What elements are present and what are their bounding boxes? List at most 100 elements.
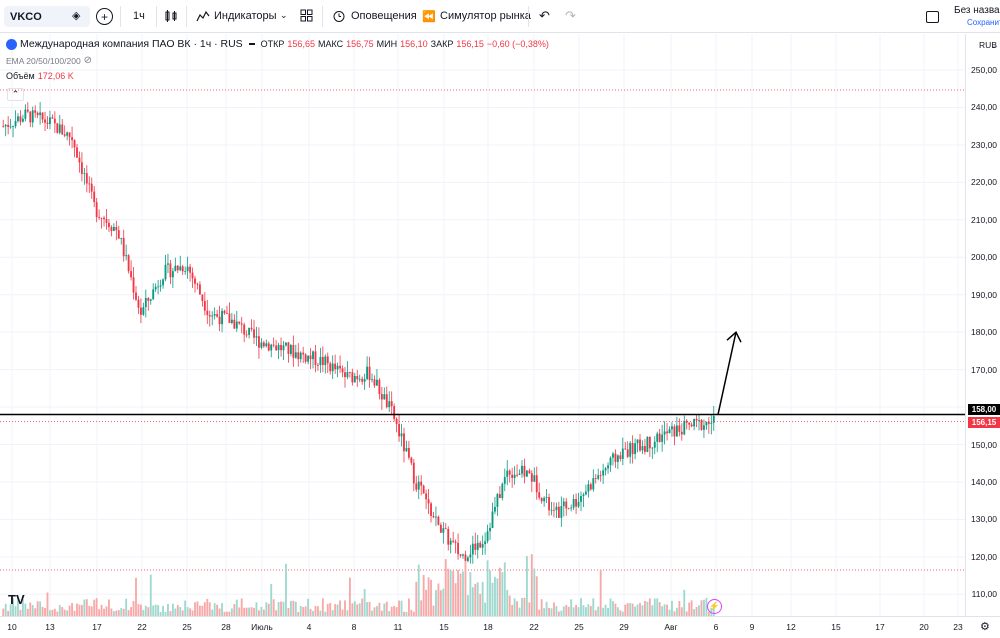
- volume-bar: [619, 610, 622, 616]
- price-chart[interactable]: [0, 34, 965, 616]
- layout-save-icon[interactable]: [926, 11, 939, 23]
- candle-body: [474, 543, 477, 550]
- chevron-down-icon[interactable]: ⌄: [991, 43, 997, 50]
- candle-body: [489, 527, 491, 532]
- candles-icon[interactable]: [164, 9, 178, 23]
- volume-bar: [216, 604, 219, 616]
- volume-bar: [226, 611, 228, 616]
- price-scale-label: 150,00: [971, 439, 997, 450]
- volume-bar: [167, 604, 169, 616]
- indicators-icon[interactable]: [196, 9, 210, 23]
- price-scale[interactable]: RUB ⌄ 250,00 240,00 230,00 220,00 210,00 200,…: [965, 34, 1000, 616]
- interval-button[interactable]: 1ч: [133, 10, 145, 22]
- volume-bar: [292, 600, 295, 616]
- volume-bar: [243, 607, 246, 616]
- volume-bar: [688, 602, 691, 616]
- volume-bar: [523, 597, 526, 616]
- volume-bar: [189, 608, 192, 616]
- volume-bar: [297, 611, 300, 616]
- candle-body: [680, 431, 683, 435]
- candle-body: [356, 376, 359, 380]
- volume-bar: [95, 598, 98, 616]
- arrow-head: [726, 330, 742, 343]
- time-scale-label: 17: [92, 622, 102, 632]
- time-scale[interactable]: 10 13 17 22 25 28 Июль 4 8 11 15 18 22 25 29 Авг 6 9 12 15 1…: [0, 616, 1000, 638]
- candle-body: [639, 439, 641, 451]
- candle-body: [17, 116, 19, 121]
- volume-bar: [393, 606, 396, 616]
- candle-body: [584, 491, 587, 495]
- separator: [528, 6, 529, 27]
- volume-bar: [90, 606, 93, 616]
- candle-body: [550, 509, 553, 511]
- time-scale-label: 11: [393, 622, 403, 632]
- replay-button[interactable]: Симулятор рынка: [440, 10, 531, 22]
- add-symbol-icon[interactable]: +: [96, 8, 113, 25]
- volume-bar: [9, 604, 12, 616]
- candle-body: [203, 300, 206, 311]
- candle-body: [695, 418, 698, 421]
- settings-gear-icon[interactable]: ⚙: [980, 621, 990, 633]
- save-layout[interactable]: Без названия Сохранить: [930, 5, 1000, 29]
- compare-icon[interactable]: ◈: [72, 10, 81, 22]
- candle-body: [105, 219, 108, 223]
- candle-body: [110, 227, 113, 231]
- top-toolbar: VKCO ◈ + 1ч Индикаторы ⌄ Оповещения ⏪ Си…: [0, 0, 1000, 33]
- volume-bar: [621, 611, 624, 616]
- candle-body: [351, 372, 354, 383]
- collapse-legend-icon[interactable]: ⌃: [7, 88, 24, 101]
- eye-hidden-icon[interactable]: ⊘: [83, 55, 93, 66]
- candle-body: [688, 422, 691, 425]
- volume-bar: [80, 605, 83, 616]
- volume-bar: [142, 610, 145, 616]
- candle-body: [439, 524, 442, 533]
- volume-bar: [110, 608, 113, 616]
- indicators-button[interactable]: Индикаторы: [214, 10, 277, 22]
- candle-body: [553, 509, 555, 511]
- events-icon[interactable]: ⚡: [707, 599, 722, 614]
- currency-label[interactable]: RUB: [979, 40, 997, 50]
- alerts-button[interactable]: Оповещения: [351, 10, 417, 22]
- candle-body: [39, 112, 42, 116]
- horizontal-line-price-tag: 158,00: [968, 404, 1000, 415]
- candle-body: [233, 319, 236, 329]
- volume-bar: [255, 602, 258, 616]
- volume-bar: [513, 598, 516, 616]
- legend-ema[interactable]: EMA 20/50/100/200 ⊘: [6, 55, 92, 66]
- candle-body: [653, 441, 656, 448]
- volume-bar: [575, 604, 578, 616]
- undo-icon[interactable]: ↶: [539, 8, 550, 23]
- volume-bar: [83, 599, 86, 616]
- candle-body: [309, 355, 312, 360]
- volume-bar: [366, 602, 369, 616]
- symbol-search[interactable]: VKCO ◈: [4, 6, 90, 27]
- volume-bar: [565, 604, 568, 616]
- volume-bar: [233, 604, 236, 616]
- save-link[interactable]: Сохранить: [967, 18, 1000, 27]
- volume-bar: [329, 603, 332, 616]
- volume-bar: [66, 610, 69, 616]
- candle-body: [543, 497, 546, 502]
- chart-pane[interactable]: Международная компания ПАО ВК · 1ч · RUS…: [0, 34, 965, 616]
- volume-bar: [351, 603, 354, 616]
- redo-icon[interactable]: ↷: [565, 8, 576, 23]
- candle-body: [572, 498, 575, 508]
- candle-body: [435, 516, 437, 518]
- replay-icon[interactable]: ⏪: [422, 11, 436, 23]
- price-scale-label: 210,00: [971, 214, 997, 225]
- volume-bar: [363, 589, 366, 616]
- candle-body: [442, 528, 445, 533]
- layout-icon[interactable]: [300, 9, 313, 22]
- chevron-down-icon[interactable]: ⌄: [280, 10, 288, 20]
- candle-body: [494, 506, 496, 512]
- volume-bar: [417, 564, 420, 616]
- alarm-icon[interactable]: [332, 9, 346, 23]
- candle-body: [226, 313, 228, 315]
- volume-bar: [137, 604, 140, 616]
- candle-body: [447, 528, 450, 545]
- volume-bar: [671, 600, 673, 616]
- volume-bar: [319, 610, 322, 616]
- volume-bar: [341, 609, 344, 616]
- volume-bar: [334, 604, 337, 616]
- volume-bar: [430, 579, 432, 616]
